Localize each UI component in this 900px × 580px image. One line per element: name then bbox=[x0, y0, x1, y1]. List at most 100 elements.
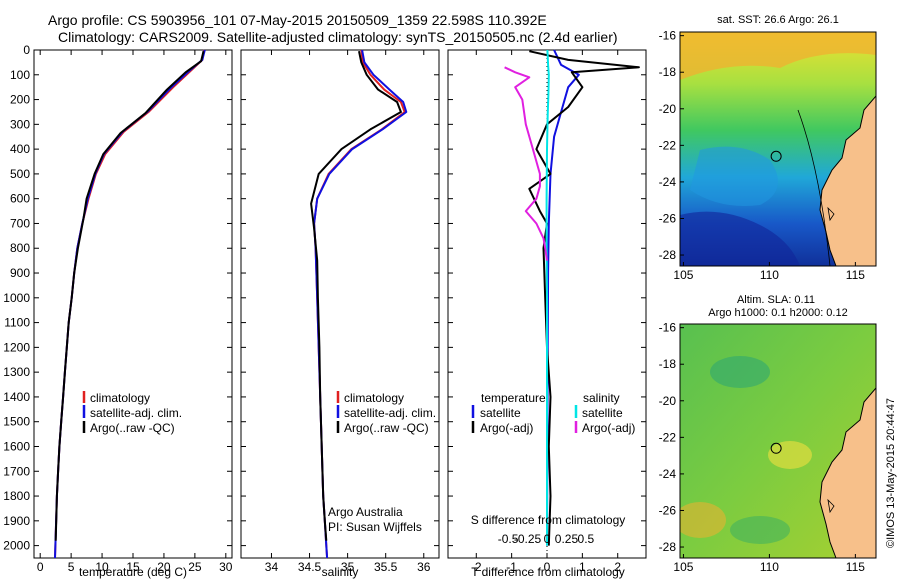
y-tick-label: 2000 bbox=[3, 539, 30, 553]
map-y-tick-label: -28 bbox=[659, 248, 677, 262]
x-tick-label: 25 bbox=[188, 560, 202, 574]
map-y-tick-label: -20 bbox=[659, 394, 677, 408]
series-line-temperature-satellite bbox=[546, 49, 580, 546]
s-tick-label: -0.25 bbox=[514, 532, 542, 546]
x-tick-label: 10 bbox=[95, 560, 109, 574]
temperature-legend: climatology satellite-adj. clim. Argo(..… bbox=[82, 391, 182, 435]
y-tick-label: 200 bbox=[10, 93, 30, 107]
salinity-xlabel: salinity bbox=[322, 565, 359, 579]
map-x-tick-label: 115 bbox=[846, 268, 865, 282]
s-tick-label: 0.5 bbox=[578, 532, 595, 546]
salinity-axes-frame bbox=[240, 49, 440, 559]
y-tick-label: 700 bbox=[10, 216, 30, 230]
legend-climatology-label: climatology bbox=[90, 391, 150, 405]
x-tick-label: 34 bbox=[265, 560, 279, 574]
temperature-axes-frame bbox=[33, 49, 233, 559]
map-y-tick-label: -16 bbox=[659, 29, 677, 43]
x-tick-label: 34.5 bbox=[298, 560, 322, 574]
sst-cool-patch bbox=[690, 146, 778, 206]
x-tick-label: 35 bbox=[341, 560, 355, 574]
sla-island bbox=[827, 498, 835, 514]
y-tick-label: 1100 bbox=[4, 316, 30, 330]
x-tick-label: 0 bbox=[544, 560, 551, 574]
y-tick-label: 100 bbox=[10, 68, 30, 82]
sst-map-title: sat. SST: 26.6 Argo: 26.1 bbox=[717, 14, 839, 26]
map-y-tick-label: -20 bbox=[659, 102, 677, 116]
difference-panel: -2 -1 0 1 2 temperature satellite Argo(-adj)… bbox=[447, 49, 647, 579]
legend-s-argo-label: Argo(-adj) bbox=[582, 421, 635, 435]
series-line-salinity-satellite bbox=[545, 49, 550, 546]
temperature-xlabel: temperature (deg C) bbox=[79, 565, 187, 579]
legend-climatology-label: climatology bbox=[344, 391, 404, 405]
legend-t-satellite-label: satellite bbox=[480, 406, 521, 420]
x-tick-label: 2 bbox=[614, 560, 621, 574]
series-line-argo-raw-qc- bbox=[54, 50, 205, 541]
x-tick-label: 20 bbox=[157, 560, 171, 574]
legend-salinity-title: salinity bbox=[583, 391, 620, 405]
map-x-tick-label: 110 bbox=[760, 268, 779, 282]
legend-t-argo-label: Argo(-adj) bbox=[480, 421, 533, 435]
y-tick-label: 1600 bbox=[3, 439, 30, 453]
map-y-tick-label: -18 bbox=[659, 65, 677, 79]
y-tick-label: 1700 bbox=[3, 464, 30, 478]
sst-map-frame bbox=[679, 31, 877, 267]
map-y-tick-label: -28 bbox=[659, 540, 677, 554]
sst-argo-position-marker bbox=[770, 150, 782, 162]
s-tick-label: -0.5 bbox=[498, 532, 519, 546]
sla-low-patch bbox=[730, 516, 790, 544]
y-tick-label: 1200 bbox=[3, 340, 30, 354]
s-tick-label: 0 bbox=[544, 532, 551, 546]
salinity-panel: 34 34.5 35 35.5 36 salinity climatology sate… bbox=[240, 49, 440, 579]
map-x-tick-label: 115 bbox=[846, 560, 865, 574]
x-tick-label: 5 bbox=[68, 560, 75, 574]
x-tick-label: 0 bbox=[37, 560, 44, 574]
legend-argo-label: Argo(..raw -QC) bbox=[344, 421, 429, 435]
sst-map-panel: sat. SST: 26.6 Argo: 26.1 105 110 115 -16 -1… bbox=[659, 14, 877, 282]
y-tick-label: 1400 bbox=[3, 390, 30, 404]
difference-legend: temperature satellite Argo(-adj) salinit… bbox=[471, 391, 635, 435]
x-tick-label: 30 bbox=[219, 560, 233, 574]
map-y-tick-label: -26 bbox=[659, 211, 677, 225]
sst-warm-region bbox=[680, 32, 876, 80]
salinity-legend: climatology satellite-adj. clim. Argo(..… bbox=[336, 391, 436, 435]
map-x-tick-label: 105 bbox=[673, 268, 693, 282]
map-x-tick-label: 105 bbox=[673, 560, 693, 574]
y-tick-label: 0 bbox=[23, 43, 30, 57]
y-tick-label: 800 bbox=[10, 241, 30, 255]
pi-annotation: PI: Susan Wijffels bbox=[328, 520, 422, 534]
sst-island bbox=[827, 206, 835, 222]
temperature-panel: 0100200300400500600700800900100011001200… bbox=[3, 43, 233, 579]
imos-credit: ©IMOS 13-May-2015 20:44:47 bbox=[885, 398, 897, 548]
legend-argo-label: Argo(..raw -QC) bbox=[90, 421, 175, 435]
s-difference-label: S difference from climatology bbox=[471, 513, 626, 527]
map-y-tick-label: -16 bbox=[659, 321, 677, 335]
x-tick-label: -1 bbox=[506, 560, 517, 574]
map-x-tick-label: 110 bbox=[760, 560, 779, 574]
series-line-satellite-adj-clim- bbox=[313, 49, 408, 559]
y-tick-label: 900 bbox=[10, 266, 30, 280]
y-tick-label: 1500 bbox=[3, 415, 30, 429]
y-tick-label: 1000 bbox=[3, 291, 30, 305]
y-tick-label: 400 bbox=[10, 142, 30, 156]
sla-argo-position-marker bbox=[770, 442, 782, 454]
series-line-salinity-argo-adj- bbox=[504, 66, 548, 261]
y-tick-label: 600 bbox=[10, 192, 30, 206]
sst-depth-contour bbox=[797, 109, 831, 266]
argo-australia-annotation: Argo Australia bbox=[328, 505, 403, 519]
x-tick-label: 35.5 bbox=[374, 560, 398, 574]
legend-satellite-label: satellite-adj. clim. bbox=[344, 406, 436, 420]
sla-low-patch bbox=[710, 356, 770, 388]
map-y-tick-label: -26 bbox=[659, 503, 677, 517]
sla-map-frame bbox=[679, 323, 877, 559]
y-tick-label: 300 bbox=[10, 117, 30, 131]
x-tick-label: -2 bbox=[471, 560, 482, 574]
x-tick-label: 36 bbox=[417, 560, 431, 574]
y-tick-label: 500 bbox=[10, 167, 30, 181]
legend-satellite-label: satellite-adj. clim. bbox=[90, 406, 182, 420]
sst-australia-coast bbox=[819, 95, 876, 266]
sla-high-patch bbox=[680, 502, 726, 538]
series-line-temperature-argo-adj- bbox=[528, 50, 640, 546]
legend-temperature-title: temperature bbox=[481, 391, 546, 405]
x-tick-label: 15 bbox=[126, 560, 140, 574]
